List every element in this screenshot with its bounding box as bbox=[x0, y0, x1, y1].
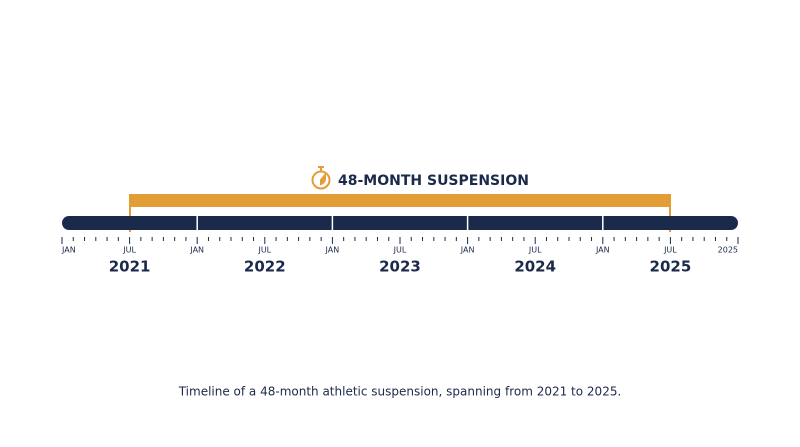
tick-label: JUL bbox=[528, 246, 542, 255]
tick-label: JAN bbox=[595, 246, 610, 255]
tick-label: JAN bbox=[460, 246, 475, 255]
year-label: 2022 bbox=[244, 258, 286, 276]
tick-label: JUL bbox=[663, 246, 677, 255]
caption: Timeline of a 48-month athletic suspensi… bbox=[178, 385, 622, 399]
tick-label: JUL bbox=[257, 246, 271, 255]
tick-label: JAN bbox=[325, 246, 340, 255]
stopwatch-icon bbox=[311, 166, 331, 190]
year-label: 2021 bbox=[109, 258, 151, 276]
tick-label: JAN bbox=[189, 246, 204, 255]
year-label: 2025 bbox=[650, 258, 692, 276]
timeline-bar bbox=[62, 216, 738, 230]
year-label: 2024 bbox=[514, 258, 556, 276]
tick-label: JUL bbox=[122, 246, 136, 255]
tick-label: 2025 bbox=[718, 246, 738, 255]
title: 48-MONTH SUSPENSION bbox=[338, 173, 529, 189]
year-label: 2023 bbox=[379, 258, 421, 276]
tick-label: JAN bbox=[61, 246, 76, 255]
suspension-bar bbox=[130, 194, 670, 207]
tick-label: JUL bbox=[393, 246, 407, 255]
